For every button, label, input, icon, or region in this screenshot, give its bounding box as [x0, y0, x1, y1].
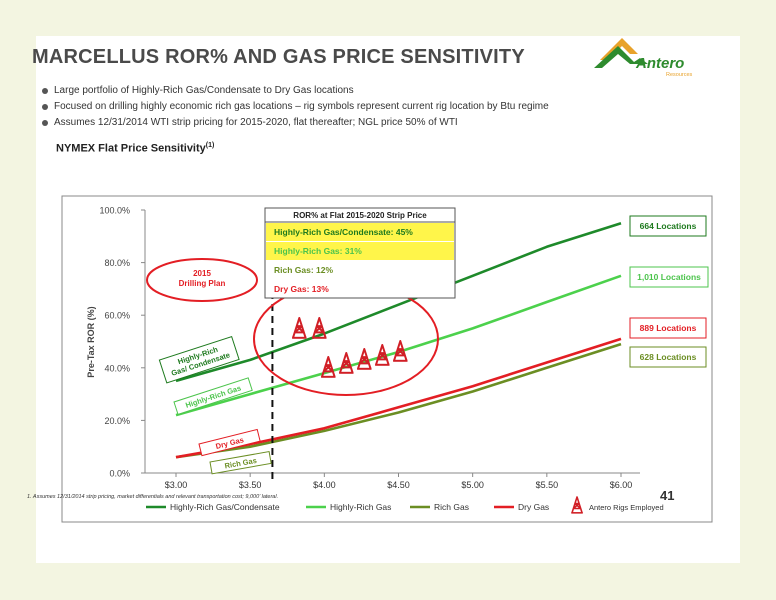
end-label-text: 1,010 Locations	[637, 272, 701, 282]
rig-icon	[321, 356, 336, 378]
rig-icon-shape	[571, 496, 583, 514]
x-tick-label: $4.00	[313, 480, 336, 490]
y-tick-label: 20.0%	[104, 416, 130, 426]
rig-icon	[571, 496, 583, 514]
end-label-text: 628 Locations	[640, 352, 697, 362]
drilling-plan-label: Drilling Plan	[179, 279, 226, 288]
rig-icon-shape	[375, 344, 390, 366]
rig-icon-shape	[321, 356, 336, 378]
rig-highlight-ellipse	[253, 282, 439, 396]
series-label-dry: Dry Gas	[198, 428, 261, 457]
bullet-item: Assumes 12/31/2014 WTI strip pricing for…	[40, 115, 549, 131]
legend-label: Highly-Rich Gas/Condensate	[170, 502, 280, 512]
legend-label: Rich Gas	[434, 502, 469, 512]
series-label-box	[198, 428, 261, 457]
y-tick-label: 100.0%	[99, 206, 130, 216]
drilling-plan-label: 2015	[193, 269, 211, 278]
page-title: MARCELLUS ROR% AND GAS PRICE SENSITIVITY	[32, 46, 525, 68]
series-label-rich: Rich Gas	[209, 451, 272, 475]
slide	[36, 36, 740, 563]
logo-mountain-green	[594, 46, 648, 68]
y-tick-label: 60.0%	[104, 311, 130, 321]
end-label-box	[629, 215, 707, 237]
ror-row-text: Rich Gas: 12%	[274, 265, 333, 275]
rig-icon	[393, 340, 408, 362]
x-tick-label: $3.50	[239, 480, 262, 490]
y-axis-label: Pre-Tax ROR (%)	[86, 306, 96, 377]
ror-row-text: Highly-Rich Gas: 31%	[274, 246, 362, 256]
legend-label: Highly-Rich Gas	[330, 502, 391, 512]
end-label-box	[629, 317, 707, 339]
antero-logo: Antero Resources	[594, 38, 693, 78]
rig-icon	[339, 352, 354, 374]
x-tick-label: $4.50	[387, 480, 410, 490]
rig-icon-shape	[292, 317, 307, 339]
chart-heading-text: NYMEX Flat Price Sensitivity	[56, 142, 206, 155]
ror-row-text: Dry Gas: 13%	[274, 284, 329, 294]
y-tick-label: 40.0%	[104, 363, 130, 373]
bullet-item: Large portfolio of Highly-Rich Gas/Conde…	[40, 83, 549, 99]
end-label-box	[629, 346, 707, 368]
chart-heading: NYMEX Flat Price Sensitivity(1)	[56, 142, 214, 155]
ror-row-highlight	[266, 242, 454, 260]
y-tick-label: 0.0%	[109, 469, 130, 479]
series-label-box	[158, 335, 240, 384]
ror-row-highlight	[266, 223, 454, 241]
x-tick-label: $5.00	[461, 480, 484, 490]
series-label-box	[173, 377, 253, 415]
legend-label: Dry Gas	[518, 502, 549, 512]
drilling-plan-ellipse	[146, 258, 258, 302]
rig-icon	[357, 348, 372, 370]
y-tick-label: 80.0%	[104, 258, 130, 268]
ror-row-text: Highly-Rich Gas/Condensate: 45%	[274, 227, 413, 237]
x-tick-label: $6.00	[610, 480, 633, 490]
chart-frame	[61, 195, 713, 523]
rig-icon-shape	[339, 352, 354, 374]
end-label-text: 664 Locations	[640, 221, 697, 231]
rig-icon-shape	[357, 348, 372, 370]
page-number: 41	[660, 488, 675, 503]
series-line-rich-gas	[175, 342, 622, 459]
bullet-item: Focused on drilling highly economic rich…	[40, 99, 549, 115]
rig-icon	[312, 317, 327, 339]
legend-label: Antero Rigs Employed	[589, 503, 664, 512]
bullet-list: Large portfolio of Highly-Rich Gas/Conde…	[40, 83, 549, 131]
x-tick-label: $3.00	[165, 480, 188, 490]
logo-subtext: Resources	[666, 72, 693, 78]
chart-heading-sup: (1)	[205, 142, 215, 149]
logo-text: Antero	[635, 55, 684, 72]
rig-icon	[292, 317, 307, 339]
x-tick-label: $5.50	[536, 480, 559, 490]
rig-icon	[375, 344, 390, 366]
end-label-text: 889 Locations	[640, 323, 697, 333]
footnote: 1. Assumes 12/31/2014 strip pricing, mar…	[27, 494, 279, 500]
ror-box-title: ROR% at Flat 2015-2020 Strip Price	[293, 211, 427, 220]
series-label-box	[209, 451, 272, 475]
rig-icon-shape	[393, 340, 408, 362]
series-line-highly-rich-gas-condensate	[175, 221, 622, 383]
end-label-box	[629, 266, 709, 288]
rig-icon-shape	[312, 317, 327, 339]
